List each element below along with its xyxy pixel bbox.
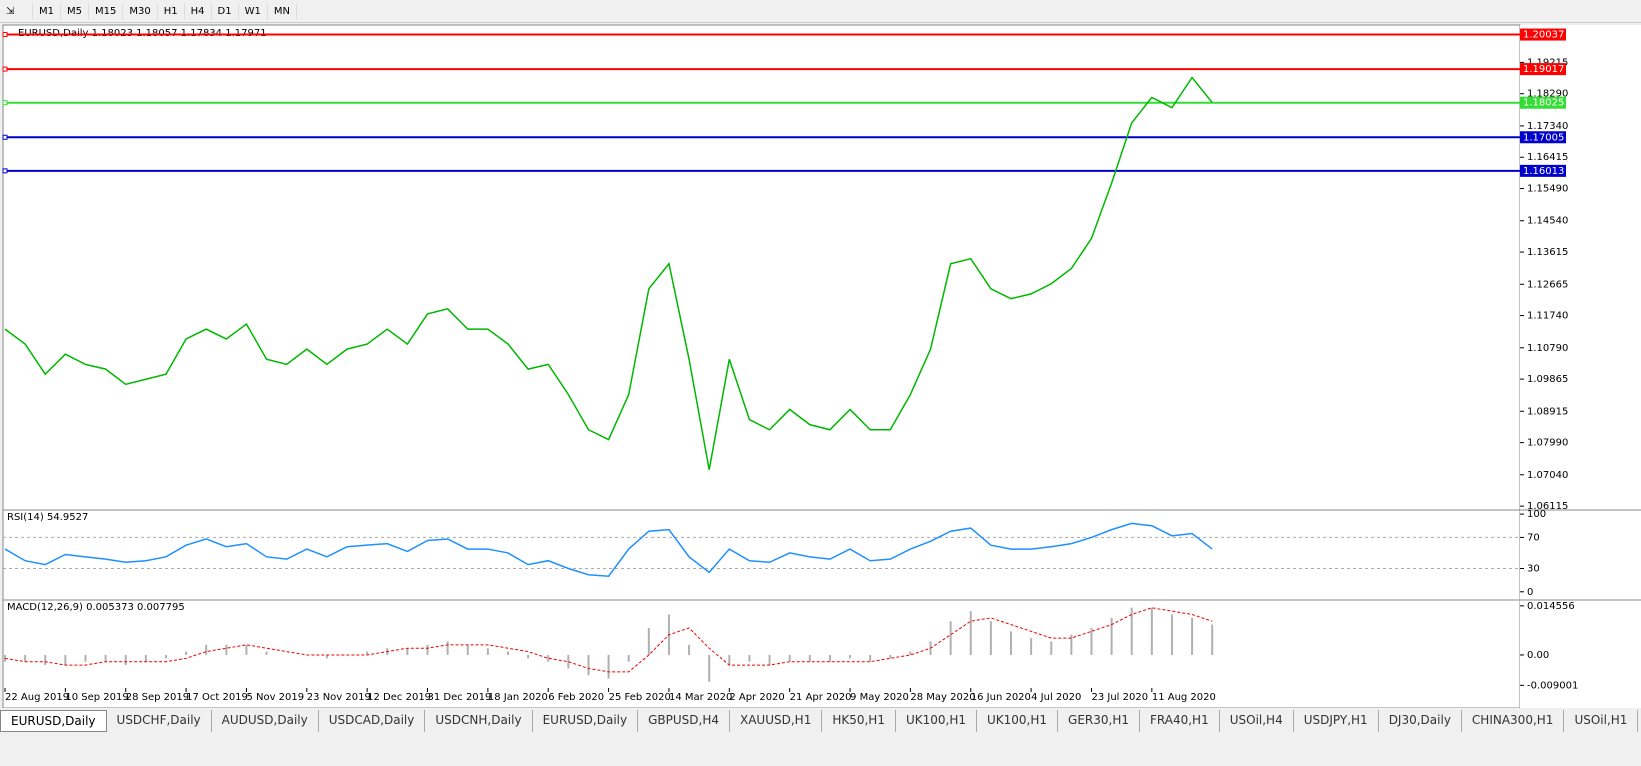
chart-tab[interactable]: USDJPY,H1 bbox=[1294, 710, 1379, 732]
chart-tab[interactable]: CHINA300,H1 bbox=[1462, 710, 1565, 732]
y-tick-label: 70 bbox=[1527, 532, 1540, 543]
chart-tab[interactable]: USDCHF,Daily bbox=[107, 710, 212, 732]
level-label: 1.18025 bbox=[1523, 98, 1564, 109]
y-tick-label: 1.08915 bbox=[1527, 406, 1568, 417]
chart-tab[interactable]: GER30,H1 bbox=[1058, 710, 1140, 732]
level-label: 1.16013 bbox=[1523, 166, 1564, 177]
timeframe-button[interactable]: M5 bbox=[61, 2, 89, 20]
chart-area bbox=[2, 24, 1521, 708]
timeframe-button[interactable]: MN bbox=[268, 2, 297, 20]
y-tick-label: 1.07040 bbox=[1527, 470, 1568, 481]
signal-line bbox=[4, 607, 1213, 673]
timeframe-button[interactable]: M30 bbox=[123, 2, 158, 20]
y-tick-label: -0.009001 bbox=[1527, 680, 1578, 691]
chart-tab[interactable]: EURUSD,Daily bbox=[0, 710, 107, 732]
chart-tab[interactable]: USDCAD,Daily bbox=[319, 710, 426, 732]
y-tick-label: 1.10790 bbox=[1527, 343, 1568, 354]
x-tick-label: 2 Apr 2020 bbox=[729, 692, 784, 703]
y-tick-label: 0.014556 bbox=[1527, 601, 1575, 612]
x-tick-label: 23 Jul 2020 bbox=[1091, 692, 1148, 703]
chart-tab[interactable]: FRA40,H1 bbox=[1140, 710, 1220, 732]
timeframe-button[interactable]: H4 bbox=[185, 2, 212, 20]
timeframe-button[interactable]: M15 bbox=[89, 2, 124, 20]
chart-tab[interactable]: UK100,H1 bbox=[896, 710, 977, 732]
chart-tab[interactable]: USDCNH,Daily bbox=[425, 710, 533, 732]
y-tick-label: 1.11740 bbox=[1527, 311, 1568, 322]
tab-bar: EURUSD,Daily USDCHF,Daily AUDUSD,Daily USDC… bbox=[0, 710, 1641, 732]
y-tick-label: 1.12665 bbox=[1527, 279, 1568, 290]
level-marker bbox=[2, 168, 8, 174]
menu-icon[interactable]: ⇲ bbox=[0, 2, 33, 20]
panel-title: RSI(14) 54.9527 bbox=[7, 512, 88, 523]
level-marker bbox=[2, 100, 8, 106]
chart-tab[interactable]: HK50,H1 bbox=[822, 710, 896, 732]
y-tick-label: 1.16415 bbox=[1527, 152, 1568, 163]
x-tick-label: 17 Oct 2019 bbox=[186, 692, 248, 703]
y-tick-label: 0 bbox=[1527, 587, 1533, 598]
x-tick-label: 28 May 2020 bbox=[910, 692, 975, 703]
price-line bbox=[4, 522, 1213, 578]
timeframe-button[interactable]: M1 bbox=[33, 2, 61, 20]
x-tick-label: 11 Aug 2020 bbox=[1152, 692, 1216, 703]
level-marker bbox=[2, 134, 8, 140]
x-tick-label: 10 Sep 2019 bbox=[65, 692, 128, 703]
chart: EURUSD,Daily 1.18023 1.18057 1.17834 1.1… bbox=[2, 24, 1641, 708]
chart-tab[interactable]: EURUSD,Daily bbox=[533, 710, 639, 732]
x-tick-label: 12 Dec 2019 bbox=[367, 692, 431, 703]
y-tick-label: 1.06115 bbox=[1527, 501, 1568, 512]
x-tick-label: 21 Apr 2020 bbox=[790, 692, 852, 703]
panel-title: EURUSD,Daily 1.18023 1.18057 1.17834 1.1… bbox=[18, 28, 267, 39]
y-tick-label: 100 bbox=[1527, 509, 1546, 520]
timeframe-button[interactable]: D1 bbox=[212, 2, 239, 20]
x-tick-label: 18 Jan 2020 bbox=[488, 692, 548, 703]
chart-tab[interactable]: AUDUSD,Daily bbox=[212, 710, 319, 732]
y-tick-label: 1.15490 bbox=[1527, 184, 1568, 195]
level-label: 1.17005 bbox=[1523, 132, 1564, 143]
x-tick-label: 31 Dec 2019 bbox=[428, 692, 492, 703]
y-tick-label: 30 bbox=[1527, 563, 1540, 574]
x-tick-label: 25 Feb 2020 bbox=[609, 692, 671, 703]
x-tick-label: 14 Mar 2020 bbox=[669, 692, 732, 703]
y-tick-label: 1.13615 bbox=[1527, 247, 1568, 258]
x-tick-label: 9 May 2020 bbox=[850, 692, 909, 703]
x-tick-label: 6 Feb 2020 bbox=[548, 692, 604, 703]
level-label-bg bbox=[1520, 96, 1566, 109]
level-label: 1.20037 bbox=[1523, 30, 1564, 41]
level-marker bbox=[2, 32, 8, 38]
y-tick-label: 1.17340 bbox=[1527, 121, 1568, 132]
chart-tab[interactable]: DJ30,Daily bbox=[1379, 710, 1462, 732]
y-tick-label: 1.07990 bbox=[1527, 438, 1568, 449]
timeframe-button[interactable]: H1 bbox=[158, 2, 185, 20]
x-tick-label: 5 Nov 2019 bbox=[246, 692, 304, 703]
level-label-bg bbox=[1520, 63, 1566, 76]
chart-tab[interactable]: UK100,H1 bbox=[977, 710, 1059, 732]
panel-title: MACD(12,26,9) 0.005373 0.007795 bbox=[7, 602, 185, 613]
level-label-bg bbox=[1520, 28, 1566, 41]
x-tick-label: 4 Jul 2020 bbox=[1031, 692, 1081, 703]
toolbar: ⇲ M1 M5 M15 M30 H1 H4 D1 W1 MN bbox=[0, 0, 1641, 23]
chart-tab[interactable]: USOil,H4 bbox=[1220, 710, 1294, 732]
y-tick-label: 1.18290 bbox=[1527, 89, 1568, 100]
x-tick-label: 22 Aug 2019 bbox=[5, 692, 69, 703]
chart-tab[interactable]: USOil,H1 bbox=[1564, 710, 1639, 732]
x-tick-label: 28 Sep 2019 bbox=[126, 692, 189, 703]
timeframe-button[interactable]: W1 bbox=[239, 2, 268, 20]
chart-tab[interactable]: GBPUSD,H4 bbox=[638, 710, 730, 732]
level-label: 1.19017 bbox=[1523, 64, 1564, 75]
level-label-bg bbox=[1520, 164, 1566, 177]
x-tick-label: 16 Jun 2020 bbox=[971, 692, 1031, 703]
y-tick-label: 1.19215 bbox=[1527, 57, 1568, 68]
level-label-bg bbox=[1520, 131, 1566, 144]
x-tick-label: 23 Nov 2019 bbox=[307, 692, 371, 703]
y-tick-label: 1.09865 bbox=[1527, 374, 1568, 385]
level-marker bbox=[2, 66, 8, 72]
price-line bbox=[4, 76, 1213, 470]
y-tick-label: 1.14540 bbox=[1527, 216, 1568, 227]
chart-tab[interactable]: XAUUSD,H1 bbox=[730, 710, 823, 732]
y-tick-label: 0.00 bbox=[1527, 650, 1549, 661]
